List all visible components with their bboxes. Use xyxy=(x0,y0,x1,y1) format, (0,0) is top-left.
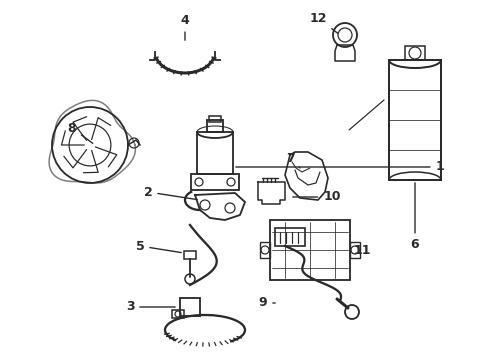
Text: 8: 8 xyxy=(68,122,93,143)
Bar xyxy=(350,242,360,258)
Bar xyxy=(184,251,196,259)
Polygon shape xyxy=(285,152,328,200)
Bar xyxy=(209,116,221,122)
Bar xyxy=(405,46,425,60)
Bar xyxy=(197,132,233,174)
Bar xyxy=(270,220,350,280)
Bar xyxy=(180,298,200,316)
Bar xyxy=(191,174,239,190)
Bar xyxy=(207,120,223,132)
Bar xyxy=(172,310,184,318)
Text: 9: 9 xyxy=(259,297,275,310)
Text: 6: 6 xyxy=(411,183,419,252)
Bar xyxy=(260,242,270,258)
Text: 7: 7 xyxy=(286,152,300,168)
Text: 11: 11 xyxy=(350,243,371,256)
Text: 4: 4 xyxy=(181,13,189,40)
Text: 1: 1 xyxy=(236,161,444,174)
Text: 5: 5 xyxy=(136,239,181,253)
Bar xyxy=(389,60,441,180)
Text: 2: 2 xyxy=(144,185,197,199)
Text: 3: 3 xyxy=(126,301,175,314)
Text: 10: 10 xyxy=(293,190,341,203)
Polygon shape xyxy=(258,182,285,204)
Polygon shape xyxy=(195,193,245,220)
Bar xyxy=(275,228,305,246)
Text: 12: 12 xyxy=(309,12,338,33)
